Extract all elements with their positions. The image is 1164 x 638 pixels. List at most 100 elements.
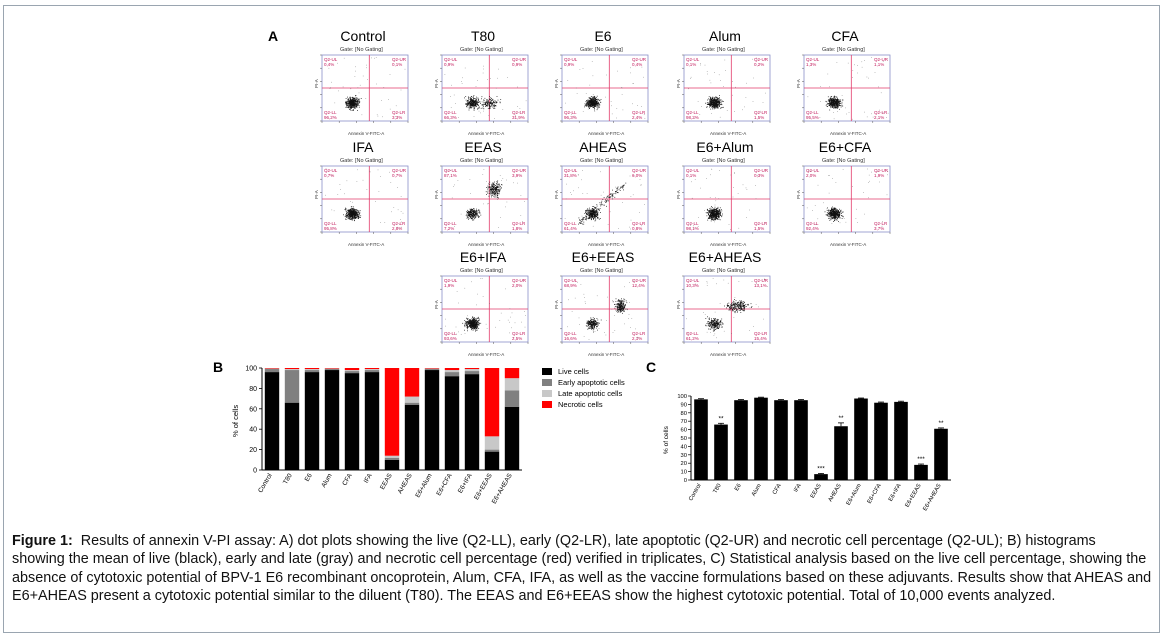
event-dot	[345, 210, 347, 212]
event-dot	[710, 99, 711, 100]
event-dot	[356, 99, 358, 101]
event-dot	[720, 107, 722, 108]
event-dot	[353, 218, 355, 219]
event-dot	[716, 105, 718, 106]
event-dot	[577, 174, 579, 176]
event-dot	[589, 97, 591, 98]
event-dot	[835, 214, 837, 215]
event-dot	[726, 110, 728, 111]
event-dot	[716, 208, 717, 210]
event-dot	[589, 207, 590, 209]
event-dot	[329, 88, 331, 89]
dot-plot-ylabel: PI-A	[434, 190, 439, 199]
event-dot	[482, 106, 484, 107]
event-dot	[714, 217, 716, 218]
event-dot	[710, 98, 711, 100]
event-dot	[835, 102, 837, 103]
event-dot	[350, 100, 351, 102]
event-dot	[585, 216, 587, 218]
event-dot	[355, 95, 357, 96]
event-dot	[694, 179, 696, 180]
event-dot	[348, 210, 350, 211]
event-dot	[353, 213, 355, 214]
event-dot	[351, 215, 353, 217]
event-dot	[375, 201, 376, 202]
event-dot	[710, 210, 712, 211]
event-dot	[712, 211, 713, 213]
event-dot	[354, 215, 356, 217]
event-dot	[837, 99, 839, 101]
event-dot	[471, 98, 472, 100]
event-dot	[494, 102, 495, 103]
event-dot	[354, 105, 355, 107]
event-dot	[708, 98, 709, 100]
event-dot	[349, 216, 351, 218]
event-dot	[345, 207, 346, 209]
event-dot	[838, 101, 840, 103]
event-dot	[483, 99, 485, 101]
event-dot	[721, 101, 723, 102]
event-dot	[833, 209, 835, 210]
event-dot	[837, 210, 838, 212]
event-dot	[589, 211, 591, 212]
event-dot	[711, 113, 712, 114]
quadrant-label-ll: Q2-LL	[564, 110, 577, 115]
event-dot	[829, 218, 831, 219]
event-dot	[495, 192, 497, 194]
event-dot	[709, 211, 710, 213]
event-dot	[522, 221, 523, 222]
event-dot	[595, 102, 597, 103]
event-dot	[587, 103, 589, 105]
event-dot	[472, 105, 474, 107]
event-dot	[352, 215, 353, 217]
event-dot	[838, 99, 839, 101]
event-dot	[836, 99, 838, 100]
event-dot	[496, 198, 498, 200]
event-dot	[493, 194, 495, 196]
event-dot	[833, 96, 835, 98]
event-dot	[593, 105, 595, 106]
event-dot	[606, 200, 608, 202]
event-dot	[354, 98, 355, 100]
event-dot	[578, 174, 579, 176]
event-dot	[710, 82, 712, 84]
event-dot	[475, 102, 477, 104]
event-dot	[835, 101, 837, 103]
event-dot	[595, 102, 597, 104]
event-dot	[717, 219, 719, 220]
event-dot	[491, 190, 493, 191]
event-dot	[718, 216, 719, 218]
event-dot	[488, 115, 490, 116]
event-dot	[593, 209, 594, 211]
event-dot	[845, 221, 847, 223]
event-dot	[716, 218, 718, 220]
event-dot	[492, 106, 494, 108]
event-dot	[469, 218, 471, 219]
event-dot	[475, 330, 476, 332]
event-dot	[594, 209, 595, 211]
event-dot	[352, 219, 353, 221]
event-dot	[710, 211, 711, 213]
event-dot	[733, 187, 734, 188]
event-dot	[612, 198, 613, 200]
event-dot	[724, 59, 726, 61]
event-dot	[355, 100, 356, 101]
event-dot	[469, 211, 471, 212]
event-dot	[351, 99, 353, 101]
event-dot	[833, 211, 835, 213]
event-dot	[713, 102, 715, 104]
event-dot	[716, 208, 718, 210]
event-dot	[617, 192, 619, 194]
event-dot	[350, 103, 352, 104]
event-dot	[713, 105, 715, 106]
event-dot	[520, 215, 522, 216]
event-dot	[507, 77, 508, 78]
event-dot	[716, 101, 717, 103]
event-dot	[579, 222, 580, 224]
event-dot	[837, 103, 839, 105]
event-dot	[837, 101, 839, 103]
event-dot	[470, 98, 471, 99]
event-dot	[592, 217, 594, 218]
event-dot	[832, 210, 834, 212]
event-dot	[745, 97, 747, 98]
